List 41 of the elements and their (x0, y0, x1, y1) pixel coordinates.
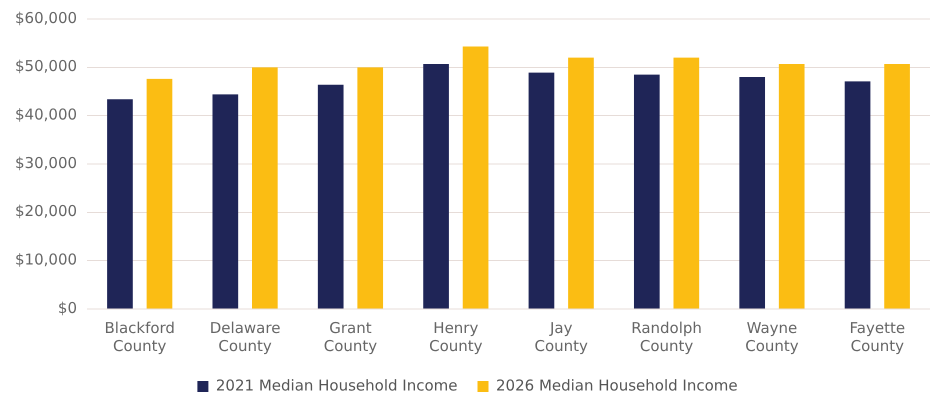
bar (634, 74, 660, 308)
y-tick-label: $30,000 (15, 154, 78, 172)
category-label: Fayette (850, 318, 906, 337)
bar (778, 64, 805, 308)
category-label: Delaware (210, 318, 280, 337)
bar (318, 84, 344, 308)
bar (884, 64, 910, 308)
category-label: County (429, 336, 483, 355)
bar (568, 58, 594, 308)
legend-label: 2021 Median Household Income (216, 376, 458, 394)
y-tick-label: $10,000 (15, 250, 78, 269)
bar (673, 58, 700, 308)
category-label: Randolph (631, 318, 702, 337)
y-tick-label: $60,000 (15, 8, 78, 27)
y-tick-label: $0 (58, 298, 78, 317)
category-label: County (534, 336, 588, 355)
bar (146, 78, 172, 308)
y-tick-label: $50,000 (15, 57, 78, 76)
category-label: County (218, 336, 272, 355)
category-label: County (850, 336, 904, 355)
bar (107, 99, 133, 308)
category-label: Grant (329, 318, 372, 337)
category-label: County (640, 336, 694, 355)
category-label: County (324, 336, 378, 355)
bar (212, 94, 238, 308)
bar (844, 81, 870, 308)
y-tick-label: $40,000 (15, 106, 78, 124)
bar (462, 46, 488, 308)
y-tick-label: $20,000 (15, 202, 78, 220)
category-label: Henry (433, 318, 478, 337)
category-label: Blackford (104, 318, 175, 337)
bar (739, 77, 766, 308)
category-label: Jay (550, 318, 572, 337)
legend-label: 2026 Median Household Income (496, 376, 738, 394)
category-label: County (745, 336, 799, 355)
category-label: County (112, 336, 166, 355)
bar (357, 67, 384, 308)
bar (528, 72, 554, 308)
bar (252, 67, 278, 308)
category-label: Wayne (746, 318, 798, 337)
bar (423, 64, 449, 308)
